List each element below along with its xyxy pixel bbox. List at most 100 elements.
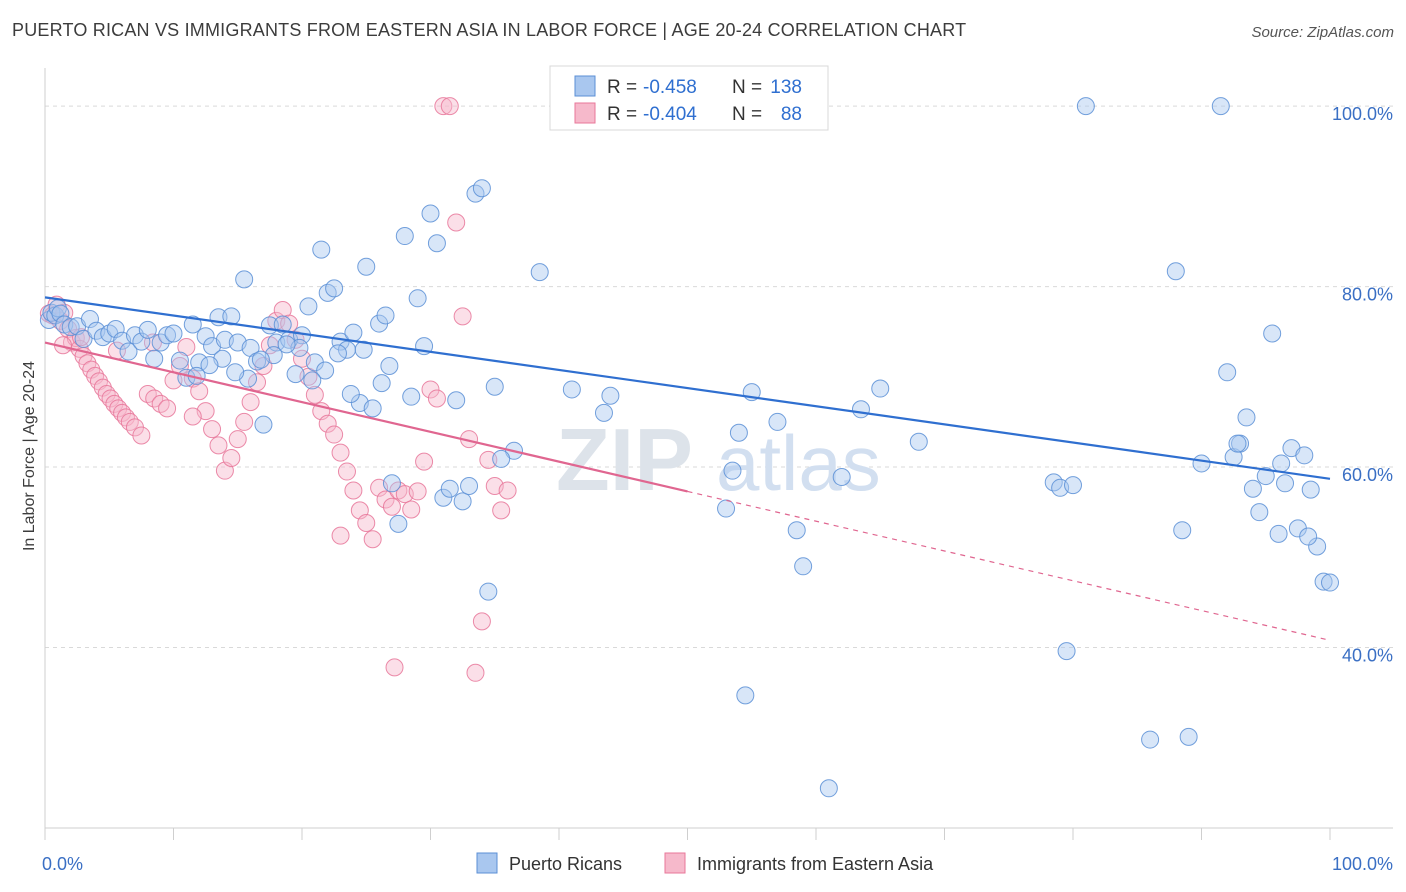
blue-point-66 (447, 391, 466, 410)
watermark-zip: ZIP (556, 410, 693, 509)
blue-point-50 (344, 323, 363, 342)
blue-point-114 (1321, 573, 1339, 592)
stats-n-value-blue: 138 (770, 77, 802, 98)
pink-point-58 (357, 513, 376, 532)
blue-point-91 (1064, 476, 1082, 495)
pink-point-26 (151, 394, 170, 413)
blue-point-13 (106, 319, 125, 338)
blue-point-74 (594, 403, 613, 422)
pink-point-83 (183, 407, 202, 426)
blue-trendline (44, 296, 1331, 480)
pink-point-80 (498, 481, 517, 500)
blue-point-8 (74, 329, 93, 348)
blue-point-9 (80, 310, 99, 329)
blue-point-43 (299, 297, 318, 316)
blue-point-23 (170, 351, 189, 370)
pink-point-68 (421, 380, 440, 399)
pink-point-61 (376, 490, 395, 509)
blue-point-46 (318, 283, 337, 302)
blue-point-102 (1243, 479, 1262, 498)
blue-point-96 (1192, 454, 1211, 473)
blue-point-93 (1166, 262, 1185, 281)
y-axis-label: In Labor Force | Age 20-24 (21, 361, 38, 551)
blue-point-6 (61, 318, 80, 337)
blue-point-77 (717, 499, 736, 518)
blue-point-19 (145, 349, 164, 368)
blue-point-80 (736, 686, 755, 705)
blue-point-125 (380, 356, 399, 375)
blue-point-120 (768, 412, 787, 431)
blue-point-130 (316, 361, 335, 380)
blue-point-110 (1295, 446, 1314, 465)
pink-trendline (44, 341, 688, 493)
pink-point-56 (344, 481, 363, 500)
stats-r-value-pink: -0.404 (643, 104, 697, 125)
blue-point-71 (479, 582, 498, 601)
pink-point-37 (222, 449, 241, 468)
blue-point-133 (277, 335, 296, 354)
y-tick-label-0: 40.0% (1342, 646, 1393, 666)
blue-point-22 (164, 324, 183, 343)
blue-series-points (39, 97, 1339, 798)
blue-point-41 (286, 365, 305, 384)
blue-point-98 (1218, 363, 1237, 382)
pink-point-27 (158, 399, 177, 418)
blue-point-124 (492, 449, 511, 468)
blue-point-56 (382, 474, 401, 493)
blue-point-20 (151, 333, 170, 352)
blue-point-25 (183, 315, 202, 334)
pink-point-73 (453, 307, 472, 326)
pink-point-35 (209, 436, 228, 455)
blue-point-84 (819, 779, 838, 798)
pink-point-40 (241, 393, 260, 412)
pink-point-67 (415, 452, 434, 471)
blue-point-4 (51, 304, 70, 323)
pink-point-39 (235, 412, 254, 431)
pink-point-59 (363, 530, 382, 549)
x-tick-label-max: 100.0% (1332, 854, 1393, 874)
pink-point-21 (120, 412, 139, 431)
pink-point-72 (447, 213, 466, 232)
pink-point-62 (382, 497, 401, 516)
blue-point-59 (402, 387, 421, 406)
blue-point-26 (190, 353, 209, 372)
x-tick-label-min: 0.0% (42, 854, 83, 874)
blue-point-95 (1179, 727, 1198, 746)
pink-point-24 (138, 384, 157, 403)
blue-point-73 (530, 263, 549, 282)
blue-point-135 (251, 350, 270, 369)
blue-point-68 (460, 476, 479, 495)
pink-point-75 (466, 663, 485, 682)
blue-point-97 (1211, 97, 1230, 116)
stats-r-label-blue: R = (607, 77, 637, 98)
y-tick-label-1: 60.0% (1342, 465, 1393, 485)
pink-point-23 (132, 426, 151, 445)
stats-box: R = -0.458 N = 138 R = -0.404 N = 88 (549, 65, 829, 131)
blue-point-53 (363, 399, 382, 418)
pink-point-54 (331, 443, 350, 462)
blue-point-15 (119, 342, 138, 361)
blue-point-79 (729, 423, 748, 442)
blue-point-127 (354, 340, 373, 359)
pink-point-70 (434, 97, 453, 116)
blue-point-60 (408, 289, 427, 308)
trendlines (44, 296, 1331, 641)
stats-swatch-pink (574, 102, 596, 124)
blue-point-31 (222, 307, 241, 326)
blue-point-115 (1299, 527, 1318, 546)
blue-point-121 (601, 386, 620, 405)
blue-point-36 (254, 415, 273, 434)
pink-point-52 (318, 414, 337, 433)
stats-r-label-pink: R = (607, 104, 637, 125)
legend-swatch-eastern-asia (664, 852, 686, 874)
blue-point-18 (138, 320, 157, 339)
blue-point-67 (453, 492, 472, 511)
blue-point-78 (723, 461, 742, 480)
stats-n-label-pink: N = (732, 104, 762, 125)
blue-point-129 (328, 344, 347, 363)
blue-point-111 (1301, 480, 1320, 499)
blue-point-94 (1173, 521, 1192, 540)
blue-point-83 (794, 557, 813, 576)
blue-point-118 (1141, 730, 1160, 749)
